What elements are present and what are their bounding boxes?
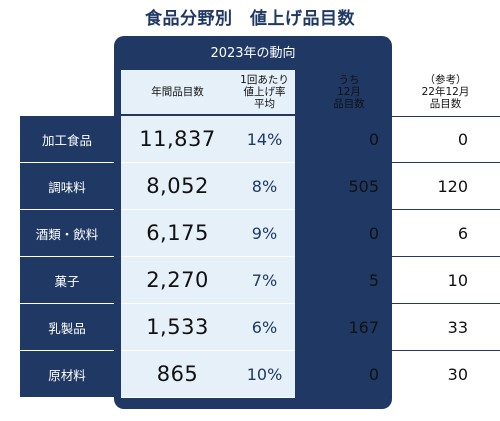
avg-rate: 9% xyxy=(234,210,295,257)
table-row: 菓子 2,270 7% 5 10 xyxy=(0,257,500,304)
panel-title: 2023年の動向 xyxy=(210,46,296,61)
december-count: 0 xyxy=(307,210,391,257)
category-label: 酒類・飲料 xyxy=(20,210,114,257)
annual-count: 8,052 xyxy=(121,163,234,210)
reference-count: 0 xyxy=(391,116,500,163)
table-row: 乳製品 1,533 6% 167 33 xyxy=(0,304,500,351)
december-count: 0 xyxy=(307,116,391,163)
december-count: 5 xyxy=(307,257,391,304)
category-label: 原材料 xyxy=(20,351,114,398)
annual-count: 11,837 xyxy=(121,116,234,163)
avg-rate: 14% xyxy=(234,116,295,163)
header-reference: （参考） 22年12月 品目数 xyxy=(421,74,470,110)
december-count: 0 xyxy=(368,365,379,384)
category-label: 乳製品 xyxy=(20,304,114,351)
table-row: 加工食品 11,837 14% 0 0 xyxy=(0,116,500,163)
december-count: 167 xyxy=(307,304,391,351)
category-label: 菓子 xyxy=(20,257,114,304)
table-row: 酒類・飲料 6,175 9% 0 6 xyxy=(0,210,500,257)
table-row: 原材料 865 10% 0 30 xyxy=(0,351,500,398)
annual-count: 865 xyxy=(121,351,234,398)
reference-count: 30 xyxy=(447,365,468,384)
annual-count: 2,270 xyxy=(121,257,234,304)
header-annual: 年間品目数 xyxy=(121,70,234,114)
reference-count: 120 xyxy=(391,163,500,210)
table-row: 調味料 8,052 8% 505 120 xyxy=(0,163,500,210)
reference-count: 33 xyxy=(391,304,500,351)
reference-count: 6 xyxy=(391,210,500,257)
category-label: 加工食品 xyxy=(20,116,114,163)
header-december: うち 12月 品目数 xyxy=(333,74,365,110)
header-rate: 1回あたり 値上げ率 平均 xyxy=(234,70,295,114)
page-title: 食品分野別 値上げ品目数 xyxy=(145,9,355,29)
category-label: 調味料 xyxy=(20,163,114,210)
avg-rate: 8% xyxy=(234,163,295,210)
avg-rate: 7% xyxy=(234,257,295,304)
avg-rate: 10% xyxy=(234,351,295,398)
avg-rate: 6% xyxy=(234,304,295,351)
reference-count: 10 xyxy=(391,257,500,304)
annual-count: 1,533 xyxy=(121,304,234,351)
december-count: 505 xyxy=(307,163,391,210)
annual-count: 6,175 xyxy=(121,210,234,257)
